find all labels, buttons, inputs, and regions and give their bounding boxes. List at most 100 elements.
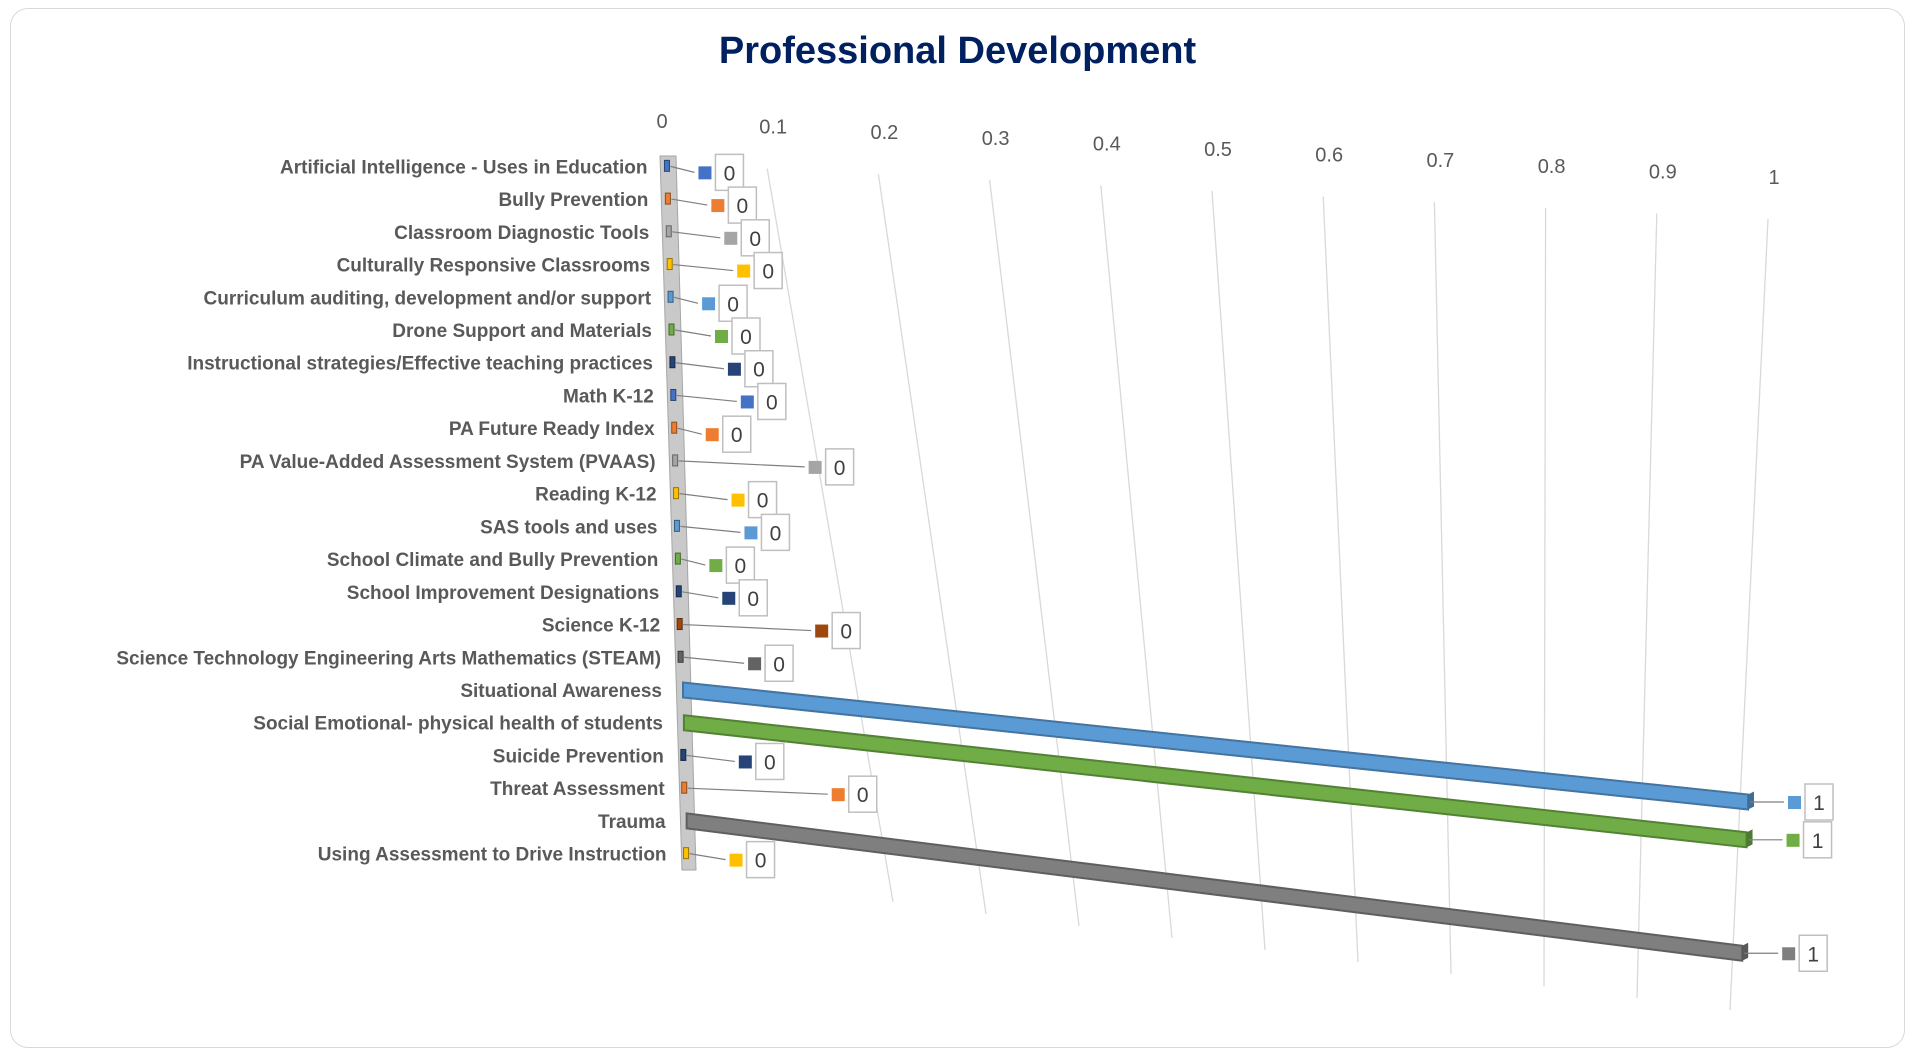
- x-axis-ticks: 0 0.1 0.2 0.3 0.4 0.5 0.6 0.7 0.8 0.9 1: [656, 111, 1779, 189]
- data-label-key: [715, 330, 728, 343]
- data-label: 0: [753, 359, 765, 382]
- data-label-box: [1804, 783, 1834, 821]
- category-label: Math K-12: [563, 386, 654, 407]
- data-label-key: [709, 559, 723, 573]
- leader-line: [686, 754, 735, 763]
- chart-area: [10, 8, 1905, 1048]
- bar: [681, 781, 688, 794]
- data-label-key: [737, 264, 751, 278]
- bar: [665, 225, 672, 238]
- data-label-box: [824, 448, 855, 486]
- category-label: School Climate and Bully Prevention: [327, 550, 659, 571]
- data-label: 0: [740, 326, 752, 349]
- data-label-box: [764, 644, 794, 683]
- bar-end-face: [1742, 942, 1749, 961]
- data-label-key: [1788, 796, 1801, 809]
- category-label: Classroom Diagnostic Tools: [394, 223, 649, 244]
- gridline: [1729, 218, 1769, 1011]
- category-label: PA Future Ready Index: [449, 419, 655, 440]
- data-label-key: [748, 657, 762, 671]
- category-label: Threat Assessment: [490, 779, 665, 800]
- data-label-key: [705, 428, 719, 442]
- bar: [663, 159, 670, 172]
- data-label: 0: [724, 162, 736, 185]
- bar: [683, 847, 690, 860]
- category-label: Artificial Intelligence - Uses in Educat…: [280, 157, 647, 178]
- leader-line: [679, 493, 728, 501]
- x-tick-label: 1: [1768, 167, 1779, 189]
- bar: [671, 421, 678, 434]
- gridline: [877, 174, 987, 915]
- data-label-key: [702, 297, 716, 311]
- category-label: Social Emotional- physical health of stu…: [253, 714, 663, 735]
- data-label: 1: [1812, 830, 1824, 853]
- data-label-box: [727, 186, 758, 224]
- leader-line: [674, 329, 712, 337]
- data-label-key: [831, 788, 845, 802]
- category-label: SAS tools and uses: [480, 517, 657, 538]
- data-label-box: [738, 579, 769, 617]
- data-label-box: [760, 513, 791, 552]
- category-label: Instructional strategies/Effective teach…: [187, 354, 653, 375]
- x-tick-label: 0.4: [1093, 133, 1121, 155]
- bar: [673, 487, 680, 500]
- leader-line: [677, 427, 702, 435]
- bar: [666, 258, 673, 271]
- leader-line: [675, 362, 724, 370]
- gridline: [1543, 207, 1547, 987]
- data-label-key: [815, 624, 829, 638]
- data-label-box: [718, 284, 748, 323]
- x-tick-label: 0.7: [1426, 150, 1454, 172]
- gridline: [1636, 213, 1658, 999]
- bar-end-face: [1746, 829, 1753, 848]
- data-label-key: [744, 526, 758, 540]
- category-label: Using Assessment to Drive Instruction: [318, 845, 667, 866]
- x-tick-label: 0.2: [870, 122, 898, 144]
- data-label-key: [722, 591, 736, 605]
- data-label-box: [1802, 821, 1833, 859]
- leader-line: [680, 525, 741, 533]
- category-label: Science K-12: [542, 616, 660, 637]
- category-axis-wall: [659, 155, 697, 871]
- data-label-key: [729, 853, 743, 867]
- data-label: 0: [770, 522, 782, 545]
- category-label: Science Technology Engineering Arts Math…: [116, 648, 661, 669]
- data-label-key: [711, 199, 725, 213]
- data-label: 0: [755, 850, 767, 873]
- data-label: 0: [747, 588, 759, 611]
- data-label-box: [725, 546, 756, 584]
- x-tick-label: 0.9: [1649, 161, 1677, 183]
- leader-line: [683, 623, 812, 632]
- data-label: 0: [857, 784, 869, 807]
- category-labels: Artificial Intelligence - Uses in Educat…: [116, 157, 666, 865]
- category-label: Bully Prevention: [498, 190, 648, 211]
- data-label-key: [698, 166, 712, 180]
- bar: [675, 585, 682, 598]
- category-label: PA Value-Added Assessment System (PVAAS): [240, 452, 656, 473]
- bar: [677, 650, 684, 663]
- bar: [670, 388, 677, 401]
- leader-line: [689, 853, 726, 861]
- bars: [663, 159, 1754, 962]
- bar: [664, 192, 671, 205]
- x-tick-label: 0.5: [1204, 139, 1232, 161]
- leader-line: [682, 591, 719, 599]
- data-label: 0: [773, 653, 785, 676]
- data-label-key: [1786, 833, 1800, 847]
- data-label-key: [727, 362, 741, 376]
- leader-line: [672, 231, 721, 239]
- bar: [676, 618, 683, 631]
- data-label-key: [740, 395, 754, 409]
- x-tick-label: 0.6: [1315, 145, 1343, 167]
- data-label-box: [755, 742, 785, 781]
- leader-line: [681, 558, 706, 566]
- category-label: School Improvement Designations: [347, 583, 660, 604]
- data-label-key: [731, 493, 745, 507]
- data-label-box: [747, 480, 778, 519]
- bar: [680, 748, 687, 761]
- leader-line: [687, 787, 828, 795]
- x-tick-label: 0: [656, 111, 667, 133]
- data-label-key: [724, 231, 738, 245]
